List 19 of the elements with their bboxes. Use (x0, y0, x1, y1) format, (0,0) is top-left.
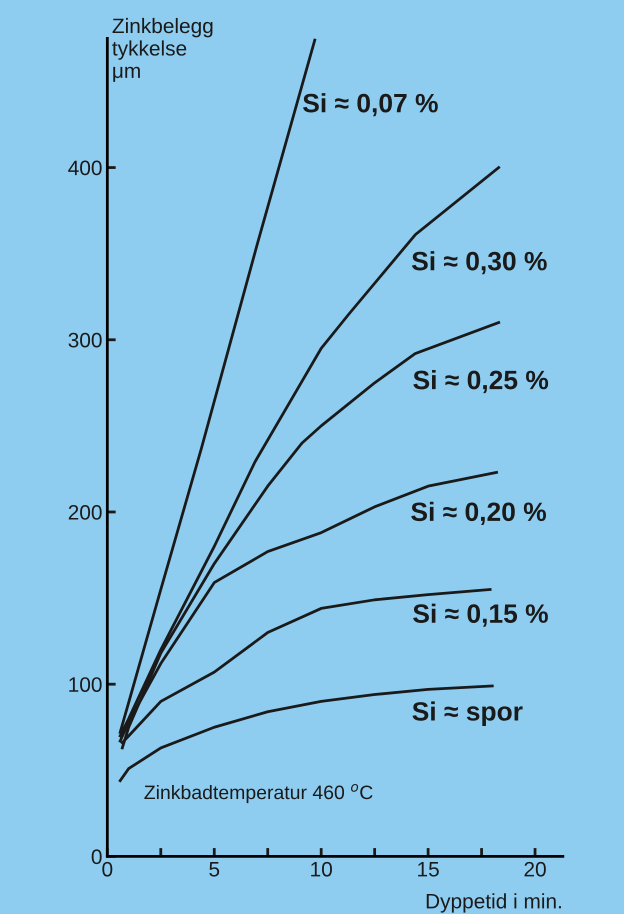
series-label: Si ≈ 0,07 % (303, 93, 438, 116)
series-label: Si ≈ 0,25 % (413, 370, 548, 394)
x-tick-label: 15 (418, 862, 439, 877)
annotation: Zinkbadtemperatur 460 $^{o}$C (144, 784, 373, 804)
series-label: Si ≈ 0,20 % (411, 502, 546, 525)
x-tick-label: 10 (311, 862, 332, 877)
series-label: Si ≈ 0,15 % (413, 604, 548, 627)
x-axis-title: Dyppetid i min. (426, 893, 561, 913)
y-axis-title: Zinkbelegg tykkelse μm (112, 18, 212, 82)
x-tick-label: 0 (102, 862, 112, 877)
y-tick-label: 100 (69, 677, 102, 692)
x-tick-label: 5 (209, 862, 220, 877)
y-tick-label: 400 (68, 160, 102, 176)
series-label: Si ≈ spor (412, 701, 523, 726)
y-tick-label: 200 (68, 504, 102, 520)
y-tick-label: 0 (92, 849, 102, 864)
series-label: Si ≈ 0,30 % (412, 251, 547, 274)
x-tick-label: 20 (524, 862, 546, 877)
y-tick-label: 300 (68, 332, 102, 348)
